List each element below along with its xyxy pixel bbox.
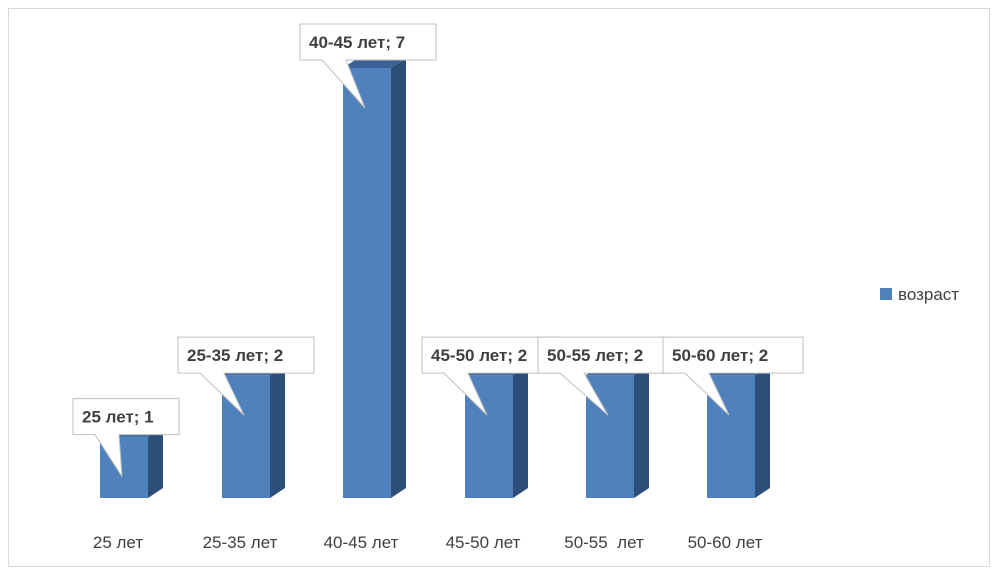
bar-side [270,365,285,498]
data-label: 25-35 лет; 2 [177,336,315,416]
bar-side [634,365,649,498]
bar-side [755,365,770,498]
bar [222,365,285,498]
legend: возраст [880,285,959,304]
category-axis-labels: 25 лет 25-35 лет 40-45 лет 45-50 лет 50-55 л… [93,533,763,552]
data-label-text: 50-60 лет; 2 [672,346,768,365]
category-label: 25 лет [93,533,143,552]
category-label: 40-45 лет [324,533,399,552]
bar-front [343,68,391,498]
bar [707,365,770,498]
data-label-callout [177,336,315,416]
legend-label: возраст [898,285,959,304]
data-labels-layer: 25 лет; 1 25-35 лет; 2 40-45 лет; 7 45-50 л… [72,23,804,477]
data-label-callout [299,23,437,109]
data-label-text: 40-45 лет; 7 [309,33,405,52]
category-label: 50-60 лет [688,533,763,552]
category-label: 25-35 лет [203,533,278,552]
bar-side [148,426,163,498]
category-label: 50-55 лет [564,533,644,552]
data-label-text: 45-50 лет; 2 [431,346,527,365]
data-label-text: 25 лет; 1 [82,408,154,427]
data-label: 40-45 лет; 7 [299,23,437,109]
legend-swatch [880,288,892,300]
data-label-text: 25-35 лет; 2 [187,346,283,365]
data-label-callout [662,336,804,416]
data-label: 25 лет; 1 [72,398,180,477]
bar-side [391,58,406,498]
data-label-text: 50-55 лет; 2 [547,346,643,365]
data-label-callout [72,398,180,477]
bars-layer [100,58,770,498]
bar [586,365,649,498]
bar [343,58,406,498]
category-label: 45-50 лет [446,533,521,552]
data-label: 50-60 лет; 2 [662,336,804,416]
bar-side [513,365,528,498]
bar [465,365,528,498]
